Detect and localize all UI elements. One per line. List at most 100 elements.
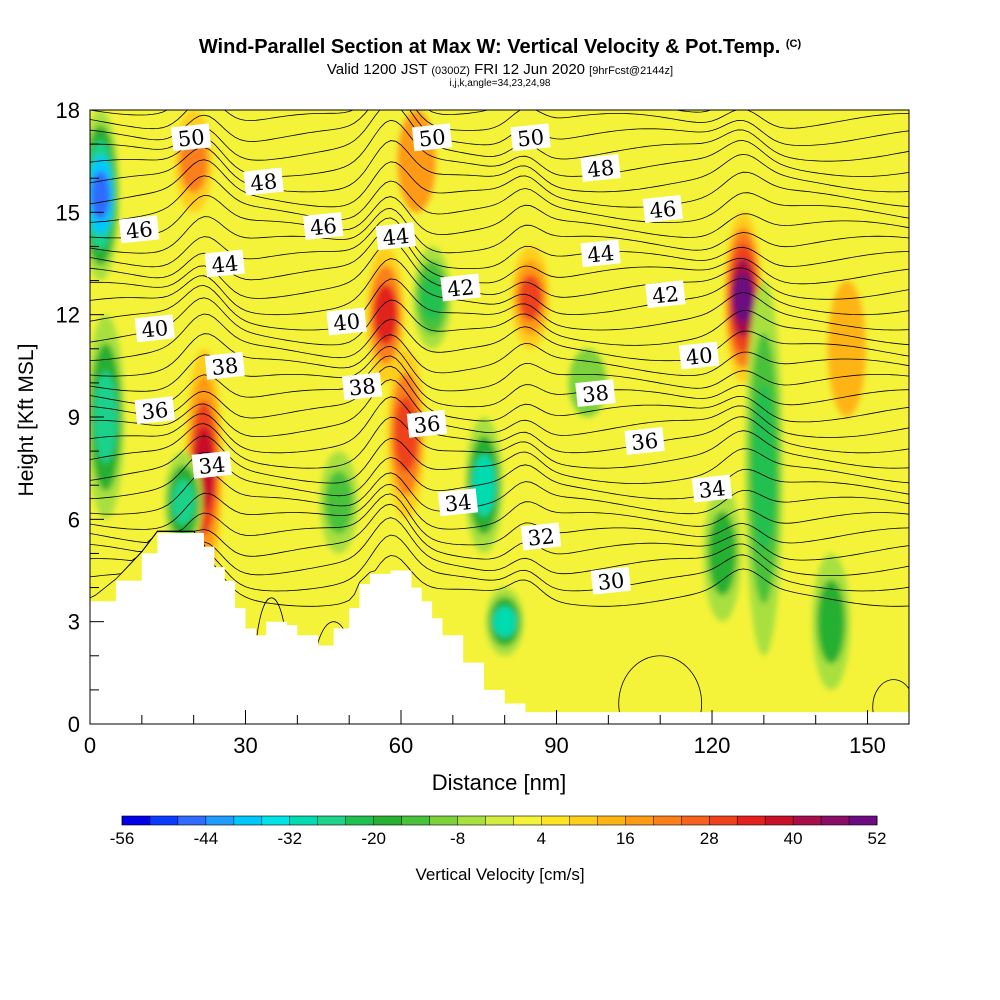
isentrope-label-box <box>191 450 232 479</box>
colorbar-swatch <box>457 816 486 825</box>
colorbar-tick-label: -56 <box>110 829 135 848</box>
isentrope-label-text: 40 <box>685 343 714 370</box>
colorbar-tick-label: -8 <box>450 829 465 848</box>
isentrope-label-text: 38 <box>348 374 377 401</box>
isentrope-label-box <box>624 426 665 455</box>
downdraft-cell <box>420 274 444 321</box>
isentrope-line <box>90 355 909 408</box>
downdraft-cell <box>472 454 496 516</box>
colorbar-swatch <box>233 816 263 825</box>
isentrope-label-box <box>303 212 344 240</box>
y-tick-label: 12 <box>56 303 80 328</box>
isentrope-label-text: 42 <box>446 275 475 302</box>
isentrope-line <box>90 483 909 530</box>
isentrope-label: 36 <box>624 426 665 456</box>
isentrope-label: 40 <box>326 307 367 336</box>
isentrope-label-text: 46 <box>309 214 338 241</box>
isentrope-label-text: 50 <box>418 125 447 152</box>
isentrope-label-box <box>411 123 453 152</box>
colorbar-swatch <box>513 816 542 825</box>
isentrope-line <box>90 159 909 208</box>
isentrope-label-box <box>580 154 621 182</box>
colorbar-swatch <box>429 816 458 825</box>
isentrope-line <box>90 493 909 546</box>
isentrope-label: 50 <box>510 123 551 152</box>
isentrope-label: 44 <box>204 249 245 278</box>
isentrope-label-text: 34 <box>698 476 727 503</box>
colorbar-tick-label: -20 <box>361 829 386 848</box>
isentrope-label-box <box>678 341 720 370</box>
colorbar-tick-label: -32 <box>278 829 303 848</box>
isentrope-line <box>90 517 909 576</box>
isentrope-label-box <box>204 249 245 278</box>
terrain-mask <box>90 533 909 724</box>
isentrope-label: 38 <box>575 379 616 408</box>
colorbar-swatch <box>821 816 850 825</box>
colorbar-swatch <box>569 816 598 825</box>
isentrope-line <box>90 119 909 177</box>
y-tick-label: 3 <box>68 610 80 635</box>
colorbar-swatch <box>150 816 179 825</box>
colorbar-swatch <box>345 816 375 825</box>
isentrope-label: 40 <box>134 314 175 343</box>
isentrope-line <box>90 313 909 362</box>
isentrope-line <box>90 278 909 331</box>
isentrope-line <box>90 416 909 469</box>
y-tick-label: 6 <box>68 507 80 532</box>
isentrope-label-text: 48 <box>586 156 615 183</box>
downdraft-cell <box>752 384 776 552</box>
isentrope-line <box>90 365 909 423</box>
isentrope-label: 46 <box>119 215 160 244</box>
colorbar-swatch <box>765 816 794 825</box>
colorbar-tick-label: -44 <box>194 829 219 848</box>
isentrope-label-box <box>134 314 175 343</box>
isentrope-line <box>90 140 909 193</box>
isentrope-label-box <box>575 379 616 408</box>
isentrope-label-text: 44 <box>381 224 410 251</box>
colorbar-swatch <box>625 816 654 825</box>
isentrope-label: 50 <box>411 123 453 152</box>
isentrope-label: 44 <box>580 239 621 268</box>
colorbar-swatch <box>737 816 766 825</box>
isentrope-label: 30 <box>590 566 632 595</box>
y-tick-label: 18 <box>56 98 80 123</box>
colorbar-swatch <box>261 816 291 825</box>
x-tick-label: 90 <box>544 733 568 758</box>
isentrope-label-box <box>204 351 245 380</box>
isentrope-label-text: 46 <box>648 197 677 224</box>
isentrope-label-box <box>326 307 367 336</box>
isentrope-label-box <box>642 194 683 223</box>
isentrope-label: 34 <box>191 450 232 479</box>
isentrope-line <box>90 110 909 146</box>
isentrope-label-box <box>520 522 562 551</box>
isentrope-line <box>90 333 909 377</box>
colorbar-swatch <box>122 816 151 825</box>
valid-utc: (0300Z) <box>431 65 470 77</box>
isentrope-label-box <box>510 123 551 152</box>
isentrope-line <box>90 379 909 438</box>
isentrope-line <box>90 110 909 131</box>
colorbar-label: Vertical Velocity [cm/s] <box>415 865 584 884</box>
isentrope-label-text: 36 <box>140 398 169 425</box>
isentrope-line <box>90 396 909 454</box>
y-tick-label: 9 <box>68 405 80 430</box>
colorbar-swatch <box>597 816 626 825</box>
isentrope-label-text: 36 <box>630 429 659 456</box>
updraft-cell <box>373 284 398 346</box>
isentrope-label-text: 34 <box>197 452 226 479</box>
isentrope-line <box>90 110 713 116</box>
isentrope-line <box>90 297 909 346</box>
x-tick-label: 150 <box>849 733 886 758</box>
colorbar-swatch <box>485 816 514 825</box>
isentrope-label: 46 <box>303 212 344 241</box>
isentrope-label-box <box>170 123 212 152</box>
x-tick-label: 30 <box>233 733 257 758</box>
colorbar-tick-label: 52 <box>868 829 887 848</box>
isentrope-line <box>90 217 909 269</box>
isentrope-label-text: 36 <box>412 411 441 438</box>
potential-temperature-contours <box>90 110 909 724</box>
isentrope-line <box>618 655 703 724</box>
